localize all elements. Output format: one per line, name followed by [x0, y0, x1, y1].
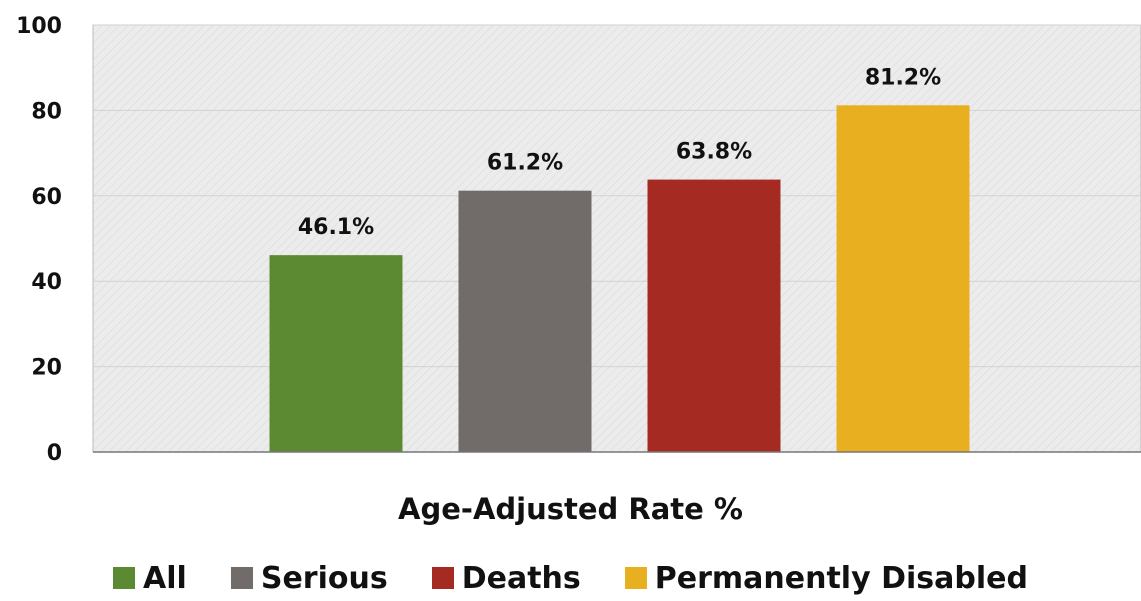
data-label: 81.2% — [865, 65, 941, 90]
data-labels: 46.1% 61.2% 63.8% 81.2% — [298, 65, 941, 240]
legend-item: Deaths — [431, 560, 581, 596]
y-axis-ticks: 0 20 40 60 80 100 — [16, 14, 62, 466]
y-tick-label: 40 — [31, 270, 62, 295]
data-label: 46.1% — [298, 215, 374, 240]
data-label: 63.8% — [676, 140, 752, 165]
legend-item: All — [113, 561, 187, 596]
y-tick-label: 60 — [31, 185, 62, 210]
bar-deaths — [647, 179, 781, 452]
legend-label: Serious — [260, 560, 388, 596]
y-tick-label: 0 — [47, 441, 62, 466]
y-tick-label: 20 — [31, 356, 62, 381]
legend-label: Permanently Disabled — [654, 560, 1028, 596]
legend-swatch — [431, 567, 454, 589]
bars — [269, 105, 970, 452]
y-tick-label: 100 — [16, 14, 62, 39]
legend-item: Permanently Disabled — [624, 560, 1028, 596]
plot-area — [92, 24, 1141, 453]
bar-permanently-disabled — [836, 105, 970, 452]
y-tick-label: 80 — [31, 99, 62, 124]
legend-label: Deaths — [461, 560, 581, 596]
bar-serious — [458, 190, 592, 452]
legend-swatch — [113, 567, 136, 589]
data-label: 61.2% — [487, 151, 563, 176]
legend-label: All — [143, 560, 187, 596]
legend-item: Serious — [230, 560, 388, 596]
legend-swatch — [624, 567, 647, 589]
x-axis-label: Age-Adjusted Rate % — [398, 492, 743, 526]
bar-all — [269, 255, 403, 452]
bar-chart: 0 20 40 60 80 100 46.1% 61.2% 63.8% 81.2% — [16, 14, 1141, 466]
legend: All Serious Deaths Permanently Disabled — [0, 558, 1141, 598]
legend-swatch — [230, 567, 253, 589]
